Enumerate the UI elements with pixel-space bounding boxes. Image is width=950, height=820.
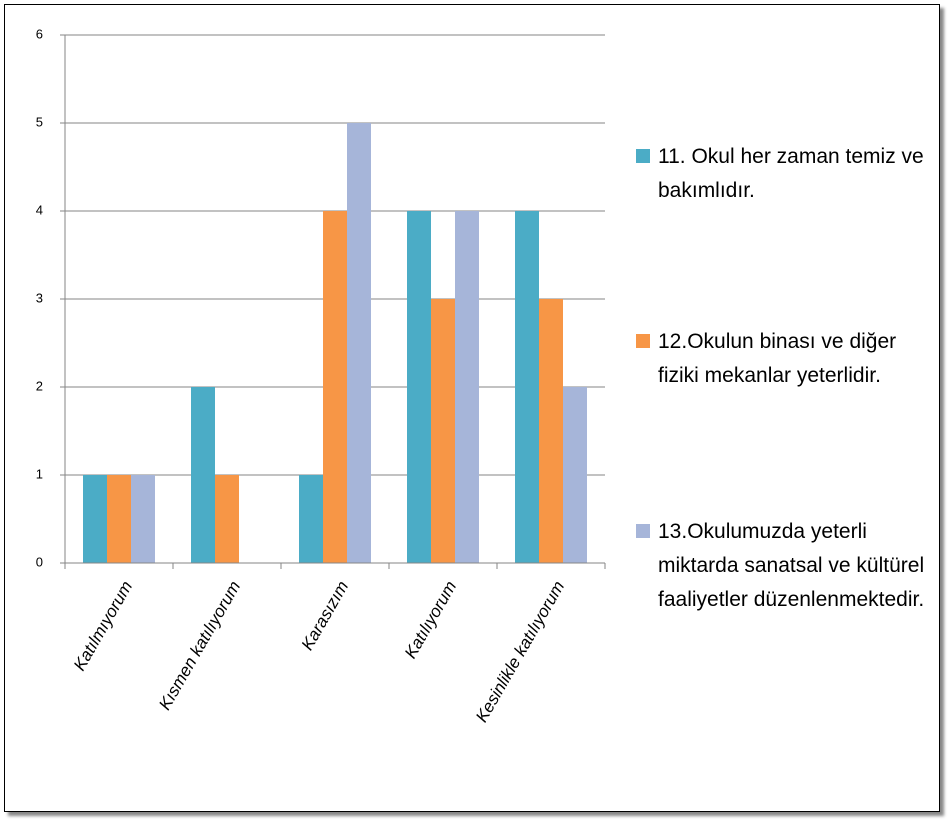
legend-swatch <box>636 524 650 538</box>
bar <box>563 387 587 563</box>
bar <box>107 475 131 563</box>
x-tick-label: Kesinlikle katılıyorum <box>472 578 568 726</box>
bar <box>215 475 239 563</box>
legend-item: 13.Okulumuzda yeterli miktarda sanatsal … <box>636 515 926 617</box>
x-tick-label: Katılıyorum <box>401 578 460 662</box>
x-tick-label: Katılmıyorum <box>70 578 137 674</box>
bar <box>299 475 323 563</box>
y-tick-label: 0 <box>36 554 43 569</box>
y-tick-label: 2 <box>36 378 43 393</box>
bar <box>83 475 107 563</box>
bar <box>515 211 539 563</box>
bar <box>131 475 155 563</box>
y-tick-label: 6 <box>36 26 43 41</box>
y-tick-label: 5 <box>36 114 43 129</box>
y-tick-label: 3 <box>36 290 43 305</box>
legend-item: 11. Okul her zaman temiz ve bakımlıdır. <box>636 140 926 208</box>
bar <box>539 299 563 563</box>
legend-label: 11. Okul her zaman temiz ve bakımlıdır. <box>658 145 924 202</box>
x-tick-label: Kısmen katılıyorum <box>155 578 244 714</box>
legend-label: 12.Okulun binası ve diğer fiziki mekanla… <box>658 330 897 387</box>
y-tick-label: 1 <box>36 466 43 481</box>
bar <box>431 299 455 563</box>
bar <box>323 211 347 563</box>
legend-swatch <box>636 149 650 163</box>
legend-item: 12.Okulun binası ve diğer fiziki mekanla… <box>636 325 926 393</box>
bar <box>191 387 215 563</box>
bar <box>455 211 479 563</box>
bar <box>347 123 371 563</box>
legend-swatch <box>636 334 650 348</box>
y-tick-label: 4 <box>36 202 43 217</box>
bar <box>407 211 431 563</box>
legend-label: 13.Okulumuzda yeterli miktarda sanatsal … <box>658 520 925 611</box>
x-tick-label: Karasızım <box>298 578 353 654</box>
